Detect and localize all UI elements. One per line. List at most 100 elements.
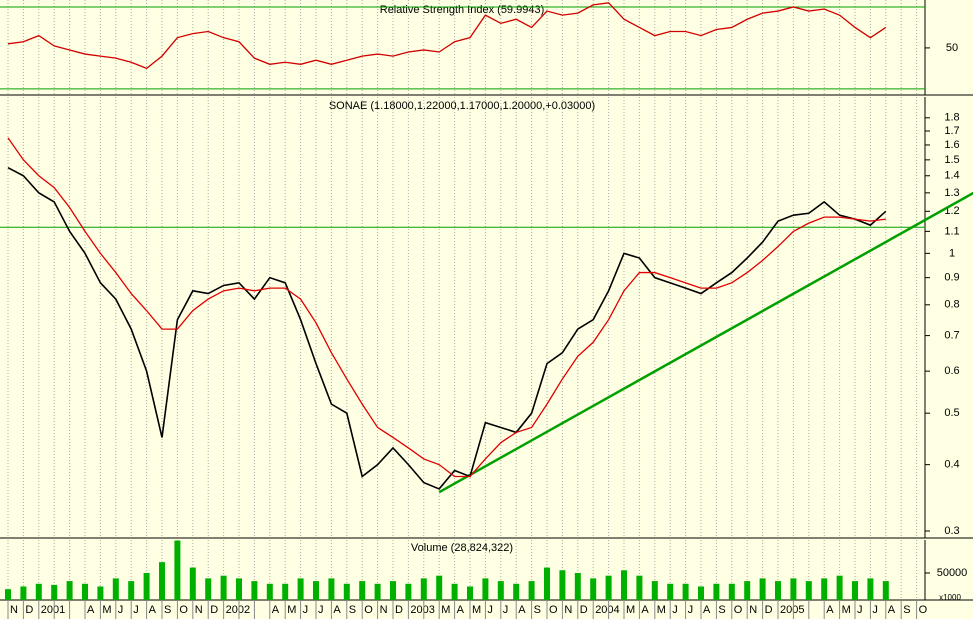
volume-bar [420,578,427,600]
volume-bar [266,583,273,600]
volume-bar [297,578,304,600]
y-tick-label: 1 [949,247,955,259]
volume-bar [513,583,520,600]
volume-bar [574,572,581,600]
volume-bar [744,581,751,600]
x-tick-label: A [149,604,157,616]
x-tick-label: J [672,604,678,616]
x-tick-label: J [303,604,309,616]
y-tick-label: 0.3 [944,525,959,537]
volume-bar [790,578,797,600]
volume-bar [605,575,612,600]
volume-bar [651,581,658,600]
volume-bar [836,575,843,600]
y-tick-label: 0.6 [944,365,959,377]
volume-bar [667,583,674,600]
x-tick-label: S [718,604,725,616]
volume-bar [174,540,181,600]
x-tick-label: A [272,604,280,616]
volume-bar [251,581,258,600]
volume-bar [852,581,858,600]
y-tick-label: 0.7 [944,330,959,342]
volume-bar [189,567,196,600]
volume-title: Volume (28,824,322) [411,542,513,554]
series-line [7,137,886,478]
x-tick-label: A [703,604,711,616]
x-tick-label: M [842,604,851,616]
volume-bar [82,583,88,600]
volume-bar [282,583,289,600]
x-tick-label: M [626,604,635,616]
volume-bar [343,583,350,600]
x-tick-label: J [118,604,124,616]
volume-bar [775,581,781,600]
x-tick-label: N [749,604,757,616]
x-tick-label: A [87,604,95,616]
y-tick-label: 1.8 [944,112,959,124]
y-tick-label: 0.9 [944,272,959,284]
volume-bar [5,589,11,600]
series-line [7,2,887,70]
x-tick-label: A [518,604,526,616]
x-tick-label: A [333,604,341,616]
x-tick-label: S [349,604,356,616]
x-tick-label: O [919,604,928,616]
x-tick-label: N [195,604,203,616]
y-tick-label: 1.1 [944,225,959,237]
volume-bar [559,570,566,600]
volume-bar [97,586,104,600]
x-tick-label: O [549,604,558,616]
x-tick-label: S [903,604,910,616]
series-line [7,166,887,490]
volume-bar [482,578,489,600]
volume-bar [467,586,473,600]
x-tick-label: D [25,604,33,616]
x-tick-label: M [102,604,111,616]
x-tick-label: 2002 [226,604,250,616]
rsi-title: Relative Strength Index (59.9943) [380,4,545,16]
volume-bar [759,578,766,600]
x-tick-label: M [441,604,450,616]
x-tick-label: M [287,604,296,616]
trend-line [438,191,973,494]
volume-bar [205,578,212,600]
volume-bar [436,575,443,600]
x-tick-label: N [564,604,572,616]
volume-bar [220,575,227,600]
volume-bar [682,583,689,600]
volume-bar [805,581,812,600]
volume-bar [821,578,828,600]
x-tick-label: 2005 [780,604,804,616]
y-tick-label: 1.5 [944,154,959,166]
x-tick-label: 2001 [41,604,65,616]
x-tick-label: O [734,604,743,616]
volume-bar [713,583,720,600]
unit-label: x1000 [939,593,961,602]
volume-bar [359,581,366,600]
volume-bar [374,583,381,600]
volume-bar [20,586,27,600]
volume-bar [143,572,150,600]
volume-bar [882,581,889,600]
price-title: SONAE (1.18000,1.22000,1.17000,1.20000,+… [329,100,595,112]
volume-bar [390,581,396,600]
volume-bar [313,581,319,600]
x-tick-label: S [534,604,541,616]
x-tick-label: N [380,604,388,616]
x-tick-label: A [457,604,465,616]
x-tick-label: M [657,604,666,616]
volume-bar [66,581,73,600]
x-tick-label: D [580,604,588,616]
x-tick-label: M [472,604,481,616]
volume-bar [867,578,874,600]
volume-bar [328,578,335,600]
y-tick-label: 50 [946,42,958,54]
volume-bar [35,583,42,600]
volume-bar [698,586,704,600]
y-tick-label: 1.6 [944,139,959,151]
x-tick-label: J [503,604,509,616]
volume-bar [590,578,597,600]
x-tick-label: D [395,604,403,616]
